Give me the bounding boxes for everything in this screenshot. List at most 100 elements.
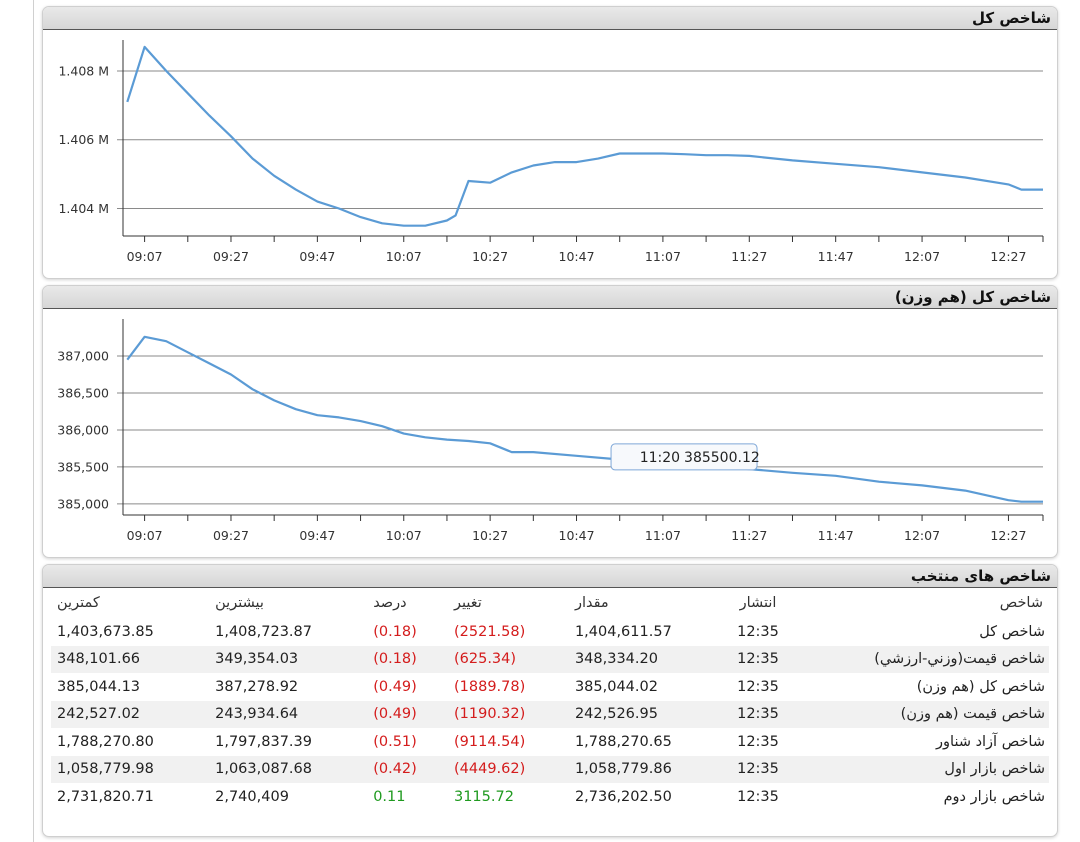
table-body: شاخص کل 12:35 1,404,611.57 (2521.58) (0.18) 1… — [51, 618, 1049, 811]
low-cell: 242,527.02 — [57, 706, 141, 723]
x-tick-label: 10:27 — [472, 528, 508, 543]
y-tick-label: 387,000 — [57, 348, 109, 363]
table-row[interactable]: شاخص کل (هم وزن) 12:35 385,044.02 (1889.78)… — [51, 673, 1049, 701]
tooltip-time: 11:20 — [640, 450, 680, 466]
high-cell: 387,278.92 — [215, 678, 299, 695]
low-cell: 2,731,820.71 — [57, 788, 154, 805]
change-cell: (9114.54) — [453, 733, 526, 750]
header-percent: درصد — [373, 595, 407, 611]
index-name-cell: شاخص کل (هم وزن) — [916, 678, 1045, 695]
x-tick-label: 09:27 — [213, 249, 249, 264]
high-cell: 1,797,837.39 — [215, 733, 312, 750]
selected-indices-panel: شاخص های منتخب شاخص انتشار مقدار تغییر د… — [42, 564, 1058, 837]
index-name-cell: شاخص آزاد شناور — [936, 733, 1045, 750]
table-row[interactable]: شاخص آزاد شناور 12:35 1,788,270.65 (9114.54… — [51, 728, 1049, 756]
x-tick-label: 11:07 — [645, 249, 681, 264]
y-tick-label: 385,500 — [57, 459, 109, 474]
time-cell: 12:35 — [737, 706, 779, 723]
x-tick-label: 12:27 — [990, 528, 1026, 543]
x-tick-label: 09:07 — [127, 249, 163, 264]
change-cell: (1190.32) — [453, 706, 526, 723]
low-cell: 385,044.13 — [57, 678, 141, 695]
x-tick-label: 12:07 — [904, 528, 940, 543]
x-tick-label: 11:27 — [731, 249, 767, 264]
table-row[interactable]: شاخص قيمت (هم وزن) 12:35 242,526.95 (1190.3… — [51, 700, 1049, 728]
percent-cell: (0.49) — [373, 678, 417, 695]
tooltip-value: 385500.12 — [684, 450, 760, 466]
x-tick-label: 09:27 — [213, 528, 249, 543]
time-cell: 12:35 — [737, 788, 779, 805]
low-cell: 348,101.66 — [57, 651, 141, 668]
high-cell: 349,354.03 — [215, 651, 299, 668]
percent-cell: (0.42) — [373, 761, 417, 778]
y-tick-label: 386,000 — [57, 422, 109, 437]
x-tick-label: 11:07 — [645, 528, 681, 543]
value-cell: 1,058,779.86 — [574, 761, 672, 778]
time-cell: 12:35 — [737, 733, 779, 750]
value-cell: 385,044.02 — [574, 678, 658, 695]
selected-indices-panel-title: شاخص های منتخب — [43, 565, 1057, 588]
change-cell: (2521.58) — [453, 623, 526, 640]
time-cell: 12:35 — [737, 623, 779, 640]
equal-weight-chart[interactable]: 385,000 385,500 386,000 386,500 387,000 09:07… — [43, 309, 1057, 558]
x-tick-label: 12:07 — [904, 249, 940, 264]
series-line — [126, 45, 1043, 227]
header-change: تغییر — [453, 595, 482, 611]
x-tick-label: 10:47 — [559, 528, 595, 543]
time-cell: 12:35 — [737, 761, 779, 778]
y-tick-label: 1.404 M — [58, 201, 109, 216]
table-row[interactable]: شاخص کل 12:35 1,404,611.57 (2521.58) (0.18) 1… — [51, 618, 1049, 646]
series-line — [126, 335, 1043, 503]
x-tick-label: 11:27 — [731, 528, 767, 543]
x-tick-label: 12:27 — [990, 249, 1026, 264]
high-cell: 243,934.64 — [215, 706, 299, 723]
low-cell: 1,788,270.80 — [57, 733, 154, 750]
low-cell: 1,403,673.85 — [57, 623, 154, 640]
table-row[interactable]: شاخص قيمت(وزني-ارزشي) 12:35 348,334.20 (625… — [51, 645, 1049, 673]
index-name-cell: شاخص بازار اول — [944, 761, 1045, 778]
total-index-panel: شاخص کل 1.404 M 1.406 M 1.408 M 09:07 09:27 0… — [42, 6, 1058, 279]
percent-cell: (0.49) — [373, 706, 417, 723]
index-name-cell: شاخص قيمت(وزني-ارزشي) — [874, 651, 1045, 668]
total-index-panel-title: شاخص کل — [43, 7, 1057, 30]
y-tick-label: 1.406 M — [58, 132, 109, 147]
total-index-chart[interactable]: 1.404 M 1.406 M 1.408 M 09:07 09:27 09:47 10:0… — [43, 30, 1057, 279]
x-tick-label: 09:07 — [127, 528, 163, 543]
equal-weight-panel: شاخص کل (هم وزن) 385,000 385,500 386,000 38… — [42, 285, 1058, 558]
x-tick-label: 10:07 — [386, 249, 422, 264]
time-cell: 12:35 — [737, 678, 779, 695]
index-name-cell: شاخص قيمت (هم وزن) — [900, 706, 1045, 723]
percent-cell: 0.11 — [373, 788, 406, 805]
index-name-cell: شاخص کل — [979, 623, 1045, 640]
percent-cell: (0.51) — [373, 733, 417, 750]
time-cell: 12:35 — [737, 651, 779, 668]
value-cell: 2,736,202.50 — [574, 788, 672, 805]
chart-tooltip: 11:20 385500.12 — [610, 443, 760, 471]
tooltip-box — [610, 443, 758, 471]
selected-indices-table: شاخص انتشار مقدار تغییر درصد بیشترین کمت… — [51, 588, 1049, 811]
high-cell: 2,740,409 — [215, 788, 289, 805]
x-tick-label: 09:47 — [299, 528, 335, 543]
high-cell: 1,408,723.87 — [215, 623, 312, 640]
x-tick-label: 10:27 — [472, 249, 508, 264]
x-tick-label: 10:47 — [559, 249, 595, 264]
x-tick-label: 11:47 — [818, 528, 854, 543]
header-value: مقدار — [574, 595, 609, 611]
y-tick-label: 386,500 — [57, 385, 109, 400]
page-left-border — [33, 0, 34, 842]
table-header-row: شاخص انتشار مقدار تغییر درصد بیشترین کمت… — [51, 588, 1049, 618]
table-row[interactable]: شاخص بازار دوم 12:35 2,736,202.50 3115.72 0.… — [51, 783, 1049, 811]
y-tick-label: 1.408 M — [58, 63, 109, 78]
header-name: شاخص — [999, 595, 1043, 611]
change-cell: (625.34) — [453, 651, 517, 668]
x-tick-label: 11:47 — [818, 249, 854, 264]
table-row[interactable]: شاخص بازار اول 12:35 1,058,779.86 (4449.62)… — [51, 755, 1049, 783]
change-cell: (1889.78) — [453, 678, 526, 695]
header-high: بیشترین — [215, 595, 264, 611]
equal-weight-panel-title: شاخص کل (هم وزن) — [43, 286, 1057, 309]
index-name-cell: شاخص بازار دوم — [943, 788, 1045, 805]
header-time: انتشار — [739, 595, 777, 611]
y-tick-label: 385,000 — [57, 496, 109, 511]
value-cell: 242,526.95 — [574, 706, 658, 723]
value-cell: 1,788,270.65 — [574, 733, 672, 750]
